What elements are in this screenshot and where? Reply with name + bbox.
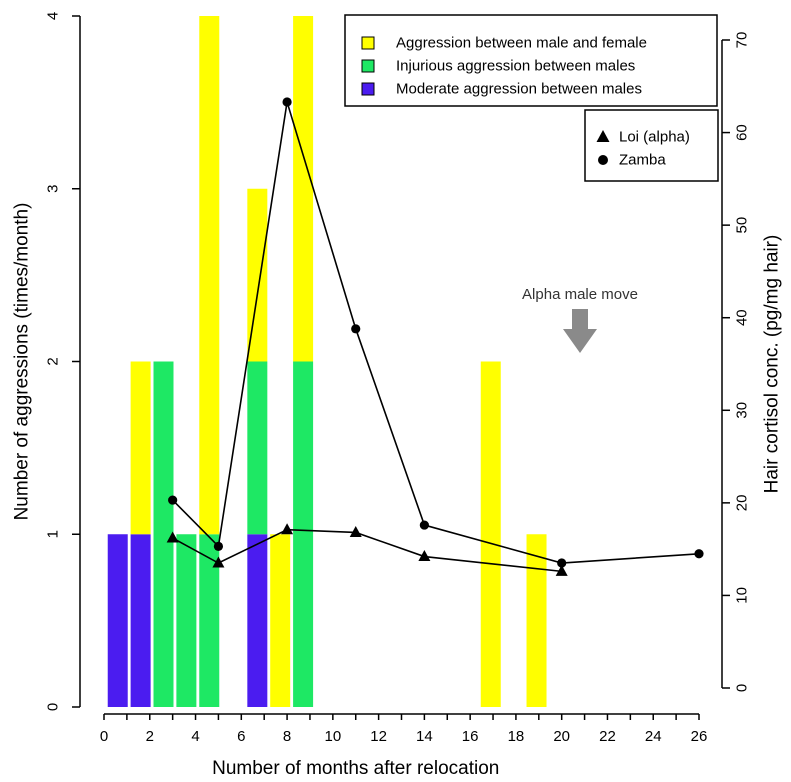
- bar-injurious-aggression-between-males-3_6: [176, 534, 197, 707]
- bar-moderate-aggression-between-males-6_7: [247, 534, 268, 707]
- y-left-tick-label: 2: [45, 357, 62, 365]
- point-zamba: [213, 541, 224, 551]
- x-tick-label: 0: [100, 728, 108, 745]
- line-series: [166, 97, 704, 576]
- bar-aggression-between-male-and-female-4_6: [199, 16, 220, 535]
- y-right-tick-label: 60: [734, 124, 751, 141]
- point-zamba: [557, 558, 567, 568]
- y-right-tick-label: 20: [734, 495, 751, 512]
- bar-aggression-between-male-and-female-1_6: [130, 361, 151, 535]
- line-legend-box: [584, 109, 719, 182]
- point-loi-alpha: [281, 523, 294, 535]
- legend-swatch-injurious-aggression-between-males: [361, 59, 375, 73]
- bar-aggression-between-male-and-female-8_7: [293, 16, 314, 362]
- x-tick-label: 8: [283, 728, 291, 745]
- x-tick-label: 2: [146, 728, 154, 745]
- legend-swatch-aggression-between-male-and-female: [361, 36, 375, 50]
- y-axis-right-title: Hair cortisol conc. (pg/mg hair): [762, 235, 783, 494]
- point-loi-alpha: [418, 550, 431, 562]
- y-left-tick-label: 1: [45, 530, 62, 538]
- y-left-tick-label: 4: [45, 12, 62, 20]
- legend-marker-loi-alpha: [596, 130, 610, 142]
- point-zamba: [694, 549, 704, 559]
- bar-aggression-between-male-and-female-7_7: [270, 534, 291, 707]
- x-tick-label: 18: [508, 728, 525, 745]
- legends: Aggression between male and female Injuri…: [344, 14, 719, 182]
- x-tick-label: 26: [691, 728, 708, 745]
- x-tick-label: 6: [237, 728, 245, 745]
- x-tick-label: 22: [599, 728, 616, 745]
- y-right-tick-label: 0: [734, 684, 751, 692]
- x-tick-label: 4: [191, 728, 199, 745]
- x-tick-label: 24: [645, 728, 662, 745]
- legend-label-aggression-between-male-and-female: Aggression between male and female: [396, 35, 647, 52]
- y-right-tick-label: 50: [734, 217, 751, 234]
- point-loi-alpha: [349, 525, 362, 537]
- legend-marker-zamba: [598, 155, 608, 165]
- bar-aggression-between-male-and-female-6_7: [247, 188, 268, 362]
- legend-swatch-moderate-aggression-between-males: [361, 82, 375, 96]
- y-left-tick-label: 3: [45, 185, 62, 193]
- legend-label-loi-alpha: Loi (alpha): [619, 129, 690, 146]
- x-axis-title: Number of months after relocation: [212, 758, 499, 779]
- annotation: Alpha male move: [522, 286, 638, 353]
- y-left-tick-label: 0: [45, 703, 62, 711]
- bar-injurious-aggression-between-males-6_7: [247, 361, 268, 535]
- y-right-tick-label: 30: [734, 402, 751, 419]
- bar-aggression-between-male-and-female-16_9: [480, 361, 501, 707]
- point-loi-alpha: [166, 531, 179, 543]
- bar-injurious-aggression-between-males-4_6: [199, 534, 220, 707]
- legend-label-zamba: Zamba: [619, 152, 666, 169]
- point-zamba: [282, 97, 292, 107]
- x-tick-label: 16: [462, 728, 479, 745]
- y-right-tick-label: 10: [734, 587, 751, 604]
- annotation-text: Alpha male move: [522, 286, 638, 303]
- x-tick-label: 14: [416, 728, 433, 745]
- y-right-tick-label: 70: [734, 32, 751, 49]
- bar-injurious-aggression-between-males-8_7: [293, 361, 314, 707]
- point-loi-alpha: [555, 564, 568, 576]
- down-arrow-icon: [563, 309, 597, 353]
- point-zamba: [168, 495, 178, 505]
- bars: [107, 16, 547, 707]
- y-right-tick-label: 40: [734, 309, 751, 326]
- point-zamba: [419, 520, 429, 530]
- bar-moderate-aggression-between-males-0_6: [107, 534, 128, 707]
- point-loi-alpha: [212, 556, 225, 568]
- bar-injurious-aggression-between-males-2_6: [153, 361, 174, 707]
- x-tick-label: 10: [325, 728, 342, 745]
- bar-legend-box: [344, 14, 718, 107]
- x-tick-label: 20: [553, 728, 570, 745]
- bar-moderate-aggression-between-males-1_6: [130, 534, 151, 707]
- legend-label-injurious-aggression-between-males: Injurious aggression between males: [396, 58, 635, 75]
- bar-aggression-between-male-and-female-18_9: [526, 534, 547, 707]
- y-axis-left-title: Number of aggressions (times/month): [12, 203, 33, 521]
- point-zamba: [351, 324, 361, 334]
- line-loi-alpha: [172, 528, 562, 573]
- legend-label-moderate-aggression-between-males: Moderate aggression between males: [396, 81, 642, 98]
- x-tick-label: 12: [370, 728, 387, 745]
